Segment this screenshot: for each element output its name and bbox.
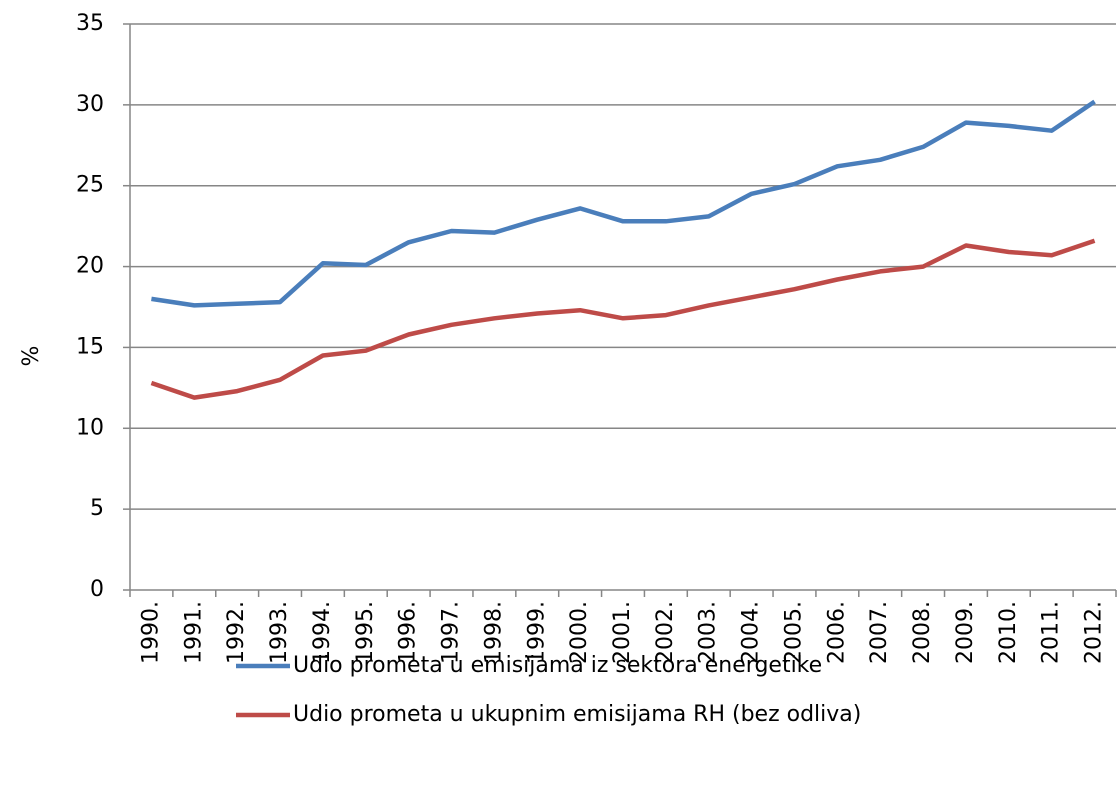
x-tick-label: 2003. [696, 601, 721, 664]
legend-label: Udio prometa u emisijama iz sektora ener… [293, 653, 822, 678]
y-tick-label: 10 [76, 415, 104, 440]
x-tick-label: 2001. [610, 601, 635, 664]
x-tick-label: 1991. [181, 601, 206, 664]
x-tick-label: 2006. [824, 601, 849, 664]
x-tick-label: 2008. [910, 601, 935, 664]
x-tick-label: 2010. [996, 601, 1021, 664]
y-tick-label: 25 [76, 173, 104, 198]
legend-label: Udio prometa u ukupnim emisijama RH (bez… [293, 702, 861, 727]
series-line [150, 238, 1096, 400]
y-tick-label: 15 [76, 334, 104, 359]
x-tick-label: 2009. [953, 601, 978, 664]
x-tick-label: 1992. [224, 601, 249, 664]
x-tick-label: 2012. [1082, 601, 1107, 664]
x-tick-label: 2002. [653, 601, 678, 664]
x-tick-label: 2011. [1039, 601, 1064, 664]
y-tick-label: 35 [76, 11, 104, 36]
x-tick-label: 1996. [396, 601, 421, 664]
x-tick-label: 2004. [739, 601, 764, 664]
series-line [151, 99, 1096, 308]
x-tick-label: 1993. [267, 601, 292, 664]
x-tick-label: 2005. [781, 601, 806, 664]
x-tick-label: 1994. [310, 601, 335, 664]
x-tick-label: 2007. [867, 601, 892, 664]
x-tick-label: 2000. [567, 601, 592, 664]
x-tick-label: 1998. [481, 601, 506, 664]
x-tick-label: 1990. [138, 601, 163, 664]
x-tick-label: 1995. [353, 601, 378, 664]
y-tick-label: 30 [76, 92, 104, 117]
x-tick-label: 1997. [439, 601, 464, 664]
y-axis-label: % [19, 346, 44, 367]
x-tick-label: 1999. [524, 601, 549, 664]
y-tick-label: 20 [76, 254, 104, 279]
y-tick-label: 5 [90, 496, 104, 521]
y-tick-label: 0 [90, 577, 104, 602]
